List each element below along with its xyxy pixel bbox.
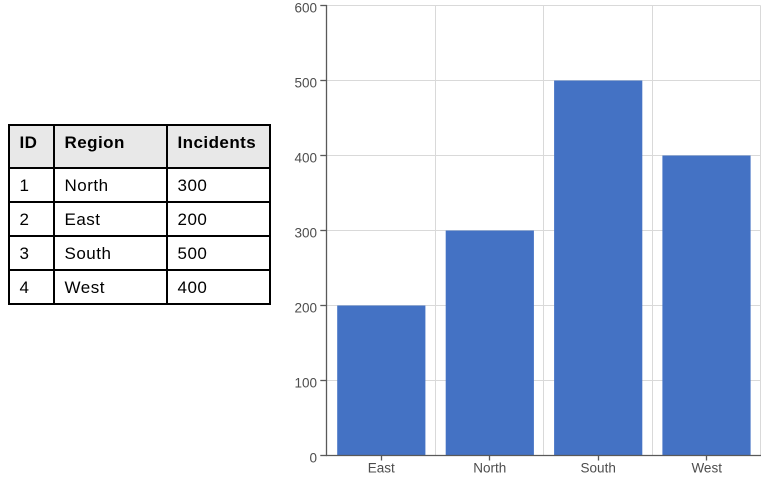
svg-text:0: 0 [309,451,317,466]
svg-text:South: South [581,461,616,476]
svg-text:400: 400 [294,151,317,166]
svg-text:600: 600 [294,1,317,16]
svg-text:200: 200 [294,301,317,316]
svg-text:North: North [473,461,506,476]
svg-text:West: West [691,461,722,476]
svg-text:500: 500 [294,76,317,91]
svg-text:East: East [368,461,395,476]
svg-text:100: 100 [294,376,317,391]
svg-text:300: 300 [294,226,317,241]
